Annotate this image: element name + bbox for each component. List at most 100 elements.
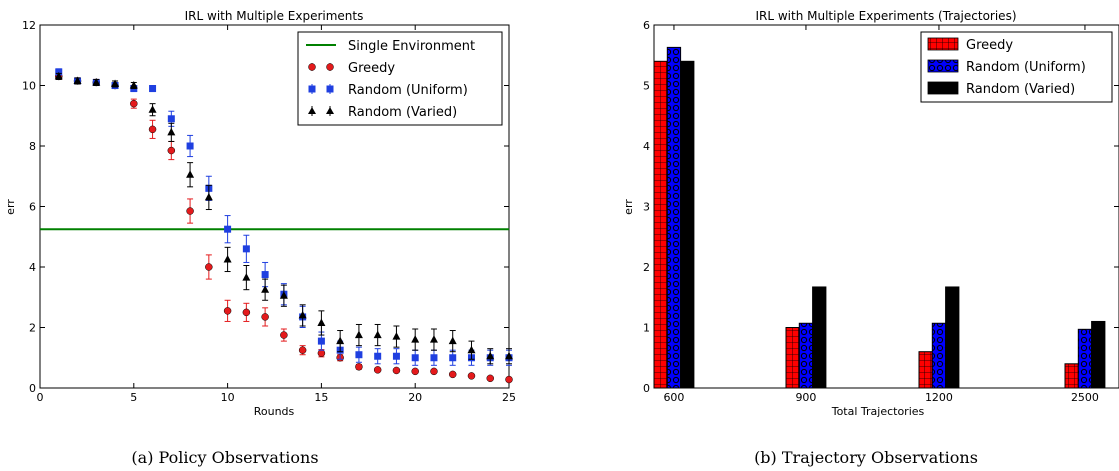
legend-random-uniform-bar-swatch [927,59,959,73]
chart-a-series [54,68,513,384]
chart-b-x-tick-label: 900 [795,391,816,404]
chart-a-x-label: Rounds [254,405,295,418]
data-point [486,374,494,383]
legend-greedy-bar-label: Greedy [966,38,1013,53]
data-point [411,335,420,343]
legend-greedy-swatch [308,63,334,71]
legend-greedy-bar-swatch [927,37,959,51]
chart-a-legend-box [297,31,503,126]
chart-a-title: IRL with Multiple Experiments [185,9,364,23]
data-point [148,125,157,134]
data-point [204,192,213,201]
data-point [55,68,63,76]
bar-greedy-600 [653,60,668,389]
data-point [223,307,232,315]
legend-random-uniform-bar-label: Random (Uniform) [966,60,1086,75]
data-point [505,351,513,360]
chart-b-y-tick-label: 5 [643,80,650,93]
data-point [467,345,476,354]
bar-random-varied-1200 [945,286,960,389]
data-point [392,366,401,375]
data-point [317,318,326,326]
data-point [149,85,157,93]
chart-b-x-label: Total Trajectories [831,405,925,418]
chart-b-y-label: err [622,199,635,215]
bar-random-uniform-600 [666,46,682,389]
chart-b-bars [653,46,1106,389]
caption-b: (b) Trajectory Observations [754,448,978,467]
chart-a-y-tick-label: 8 [29,140,36,153]
data-point [373,330,382,339]
chart-a-y-tick-label: 4 [29,261,36,274]
chart-b-legend: Greedy Random (Uniform) Random (Varied) [920,31,1113,103]
chart-b-y-tick-label: 0 [643,382,650,395]
series-random-varied [54,71,513,365]
data-point [167,127,176,136]
data-point [261,313,269,321]
bar-random-varied-600 [680,60,695,389]
data-point [280,331,288,339]
chart-a-x-tick-label: 15 [314,391,328,404]
data-point [430,367,438,376]
data-point [205,263,213,271]
data-point [298,310,307,319]
data-point [130,99,138,108]
chart-b-y-tick-label: 2 [643,261,650,274]
data-point [411,367,419,376]
data-point [92,77,101,86]
chart-a-y-tick-label: 6 [29,201,36,214]
data-point [261,285,270,293]
data-point [224,225,232,233]
bar-random-uniform-1200 [931,322,947,389]
chart-a-x-tick-label: 5 [130,391,137,404]
data-point [355,363,363,371]
data-point [242,273,251,281]
data-point [186,142,194,150]
chart-a-x-tick-label: 20 [408,391,422,404]
chart-a-x-axis: 0 5 10 15 20 25 [37,25,516,404]
data-point [317,337,325,345]
trajectory-observations-panel: IRL with Multiple Experiments (Trajector… [622,9,1119,467]
chart-a-y-tick-label: 12 [22,19,36,32]
data-point [448,336,457,345]
chart-a-y-label: err [4,199,17,215]
bar-greedy-1200 [918,351,933,389]
data-point [448,370,457,379]
chart-a-x-tick-label: 0 [37,391,44,404]
bar-random-varied-900 [812,286,827,389]
chart-b-x-axis: 600 900 1200 2500 [663,25,1099,404]
chart-b-title: IRL with Multiple Experiments (Trajector… [755,9,1016,23]
data-point [261,271,269,279]
data-point [242,308,251,317]
chart-b-y-tick-label: 6 [643,19,650,32]
data-point [186,170,195,178]
legend-single-environment-label: Single Environment [348,39,475,54]
data-point [486,351,495,360]
data-point [449,354,457,362]
policy-observations-panel: IRL with Multiple Experiments 0 5 10 15 20 25… [4,9,516,467]
bar-random-uniform-900 [798,322,814,389]
data-point [374,352,382,360]
legend-random-varied-label: Random (Varied) [348,105,457,120]
chart-b-y-tick-label: 3 [643,201,650,214]
data-point [279,291,288,299]
chart-b-x-tick-label: 600 [663,391,684,404]
data-point [430,354,438,362]
chart-b-y-axis: 0 1 2 3 4 5 6 [643,19,1119,395]
legend-random-uniform-swatch [308,84,334,94]
data-point [167,146,176,155]
bar-random-uniform-2500 [1077,328,1093,389]
data-point [354,330,363,339]
data-point [242,245,250,253]
data-point [111,79,120,87]
chart-a-y-tick-label: 2 [29,322,36,335]
legend-random-uniform-label: Random (Uniform) [348,83,468,98]
data-point [298,346,307,354]
data-point [73,76,82,84]
data-point [223,254,232,263]
data-point [317,349,326,357]
bar-random-varied-2500 [1091,320,1106,389]
data-point [467,372,476,380]
chart-a-legend: Single Environment Greedy Random (Unifor… [297,31,503,126]
